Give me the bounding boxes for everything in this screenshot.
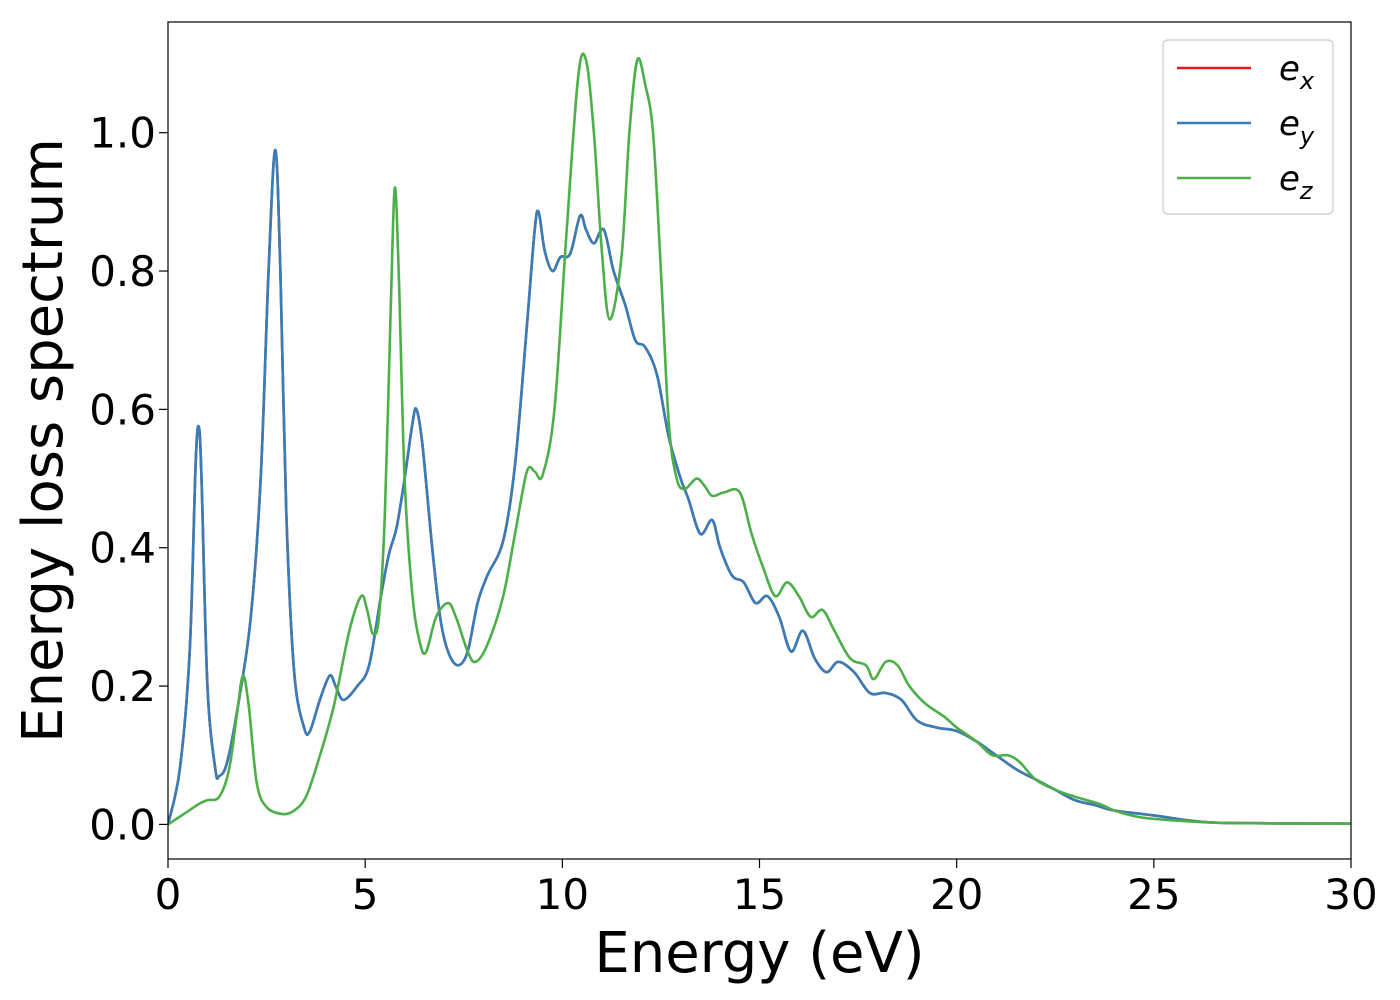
y-tick-label: 0.2 [89, 662, 156, 711]
y-axis-label: Energy loss spectrum [11, 138, 76, 743]
x-tick-label: 25 [1127, 870, 1180, 919]
y-tick-label: 0.6 [89, 385, 156, 434]
series-line-x [168, 148, 1351, 826]
y-tick-label: 0.0 [89, 800, 156, 849]
legend-label-base: e [1279, 159, 1300, 199]
series-line-z [168, 52, 1351, 826]
legend-label-x: ex [1279, 49, 1315, 95]
x-tick-label: 15 [733, 870, 786, 919]
legend-label-base: e [1279, 49, 1300, 89]
legend-label-subscript: z [1299, 177, 1314, 205]
x-tick-label: 30 [1324, 870, 1377, 919]
legend-label-base: e [1279, 104, 1300, 144]
x-tick-label: 0 [155, 870, 182, 919]
x-tick-label: 5 [352, 870, 379, 919]
x-axis-ticks: 0 5 10 15 20 25 30 [155, 859, 1378, 919]
legend-label-subscript: x [1299, 67, 1315, 95]
y-tick-label: 1.0 [89, 109, 156, 158]
x-tick-label: 10 [536, 870, 589, 919]
legend-label-z: ez [1279, 159, 1314, 205]
x-tick-label: 20 [930, 870, 983, 919]
legend-box [1162, 39, 1334, 215]
x-axis-label: Energy (eV) [594, 921, 924, 986]
legend-label-subscript: y [1299, 122, 1315, 150]
y-axis-ticks: 0.0 0.2 0.4 0.6 0.8 1.0 [89, 109, 168, 849]
series-line-y [168, 148, 1351, 826]
plot-lines [168, 52, 1351, 826]
y-tick-label: 0.8 [89, 247, 156, 296]
y-tick-label: 0.4 [89, 524, 156, 573]
legend-label-y: ey [1279, 104, 1315, 150]
